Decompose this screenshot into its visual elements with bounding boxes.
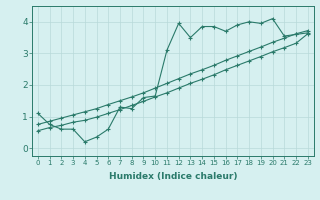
X-axis label: Humidex (Indice chaleur): Humidex (Indice chaleur) — [108, 172, 237, 181]
